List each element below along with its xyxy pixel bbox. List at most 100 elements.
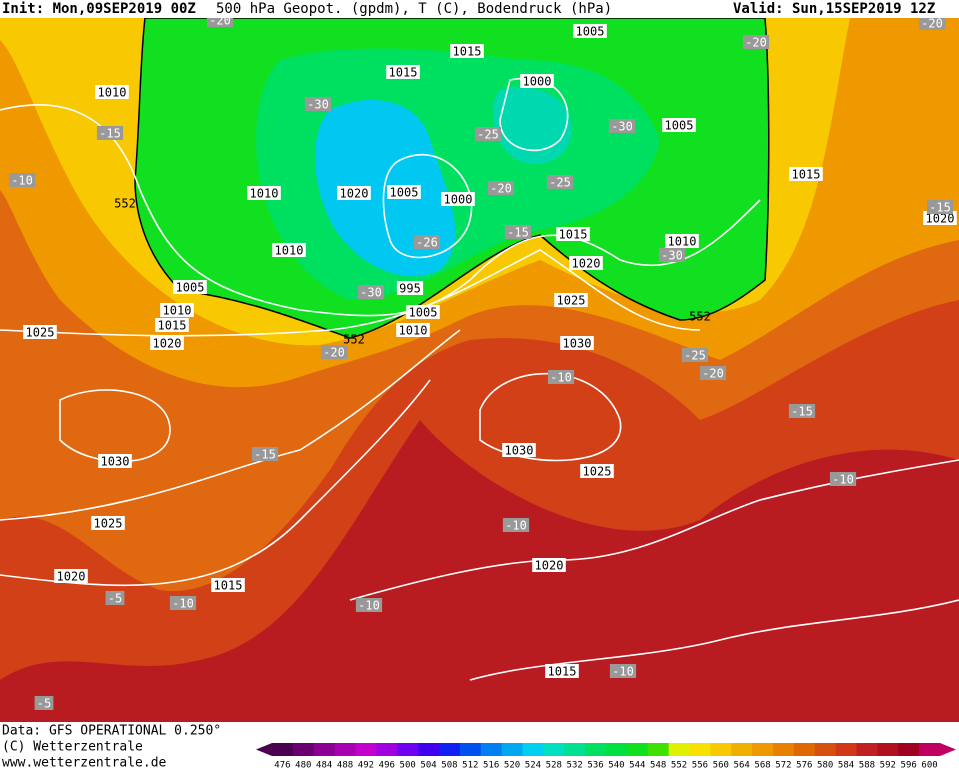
pressure-label-box: [150, 336, 184, 350]
scale-label: 584: [838, 761, 854, 770]
temperature-label: -30: [661, 249, 683, 263]
temperature-label-box: [413, 235, 441, 249]
pressure-label: 1005: [176, 281, 205, 295]
pressure-label: 1010: [399, 324, 428, 338]
scale-label: 592: [880, 761, 896, 770]
temperature-label: -26: [416, 236, 438, 250]
pressure-label: 1020: [340, 187, 369, 201]
pressure-label: 1025: [94, 517, 123, 531]
pressure-label: 1015: [214, 579, 243, 593]
scale-label: 512: [462, 761, 478, 770]
scale-swatch: [397, 743, 419, 756]
scale-swatch: [522, 743, 544, 756]
scale-label: 508: [441, 761, 457, 770]
pressure-label: 1010: [98, 86, 127, 100]
scale-swatch: [689, 743, 711, 756]
scale-swatch: [334, 743, 356, 756]
scale-label: 528: [546, 761, 562, 770]
pressure-label-box: [396, 323, 430, 337]
temperature-label-box: [609, 664, 637, 678]
temperature-label: -5: [37, 697, 51, 711]
temperature-label-box: [34, 696, 54, 710]
pressure-label-box: [580, 464, 614, 478]
pressure-label: 1025: [583, 465, 612, 479]
pressure-label: 1000: [444, 193, 473, 207]
pressure-label: 1020: [57, 570, 86, 584]
temperature-label-box: [699, 366, 727, 380]
scale-swatch: [898, 743, 920, 756]
pressure-label-box: [396, 281, 424, 295]
pressure-label: 1025: [26, 326, 55, 340]
temperature-label-box: [251, 447, 279, 461]
scale-label: 576: [796, 761, 812, 770]
header-bar: [0, 0, 959, 18]
pressure-label-box: [569, 256, 603, 270]
temperature-label: -15: [254, 448, 276, 462]
scale-label: 600: [921, 761, 937, 770]
scale-label: 520: [504, 761, 520, 770]
pressure-label: 1030: [101, 455, 130, 469]
temperature-label: -5: [108, 592, 122, 606]
pressure-label: 1005: [390, 186, 419, 200]
pressure-label-box: [554, 293, 588, 307]
pressure-label: 1030: [563, 337, 592, 351]
temperature-label-box: [829, 472, 857, 486]
scale-label: 552: [671, 761, 687, 770]
pressure-label: 1010: [250, 187, 279, 201]
pressure-label-box: [556, 227, 590, 241]
url: www.wetterzentrale.de: [2, 756, 167, 770]
scale-swatch: [710, 743, 732, 756]
scale-label: 572: [775, 761, 791, 770]
temperature-label-box: [547, 370, 575, 384]
pressure-label-box: [502, 443, 536, 457]
temperature-label: -15: [99, 127, 121, 141]
scale-label: 524: [525, 761, 541, 770]
temperature-label-box: [742, 35, 770, 49]
pressure-label: 1005: [665, 119, 694, 133]
temperature-label-box: [788, 404, 816, 418]
scale-swatch: [814, 743, 837, 756]
pressure-label-box: [211, 578, 245, 592]
temperature-label: -20: [921, 17, 943, 31]
valid-time: Valid: Sun,15SEP2019 12Z: [733, 1, 935, 17]
temperature-label-box: [502, 518, 530, 532]
scale-label: 484: [316, 761, 332, 770]
temperature-label: -20: [745, 36, 767, 50]
scale-label: 516: [483, 761, 499, 770]
scale-label: 588: [859, 761, 875, 770]
scale-swatch: [543, 743, 565, 756]
temperature-label: -25: [684, 349, 706, 363]
temperature-label: -30: [307, 98, 329, 112]
cold-core: [315, 100, 456, 277]
temperature-label: -10: [358, 599, 380, 613]
scale-swatch: [480, 743, 503, 756]
scale-label: 504: [420, 761, 436, 770]
scale-swatch: [752, 743, 774, 756]
scale-swatch: [856, 743, 878, 756]
pressure-label: 1010: [163, 304, 192, 318]
scale-label: 540: [608, 761, 624, 770]
pressure-label: 1015: [559, 228, 588, 242]
pressure-label-box: [272, 243, 306, 257]
scale-swatch: [606, 743, 628, 756]
temperature-label: -20: [490, 182, 512, 196]
scale-swatch: [313, 743, 336, 756]
temperature-label: -15: [791, 405, 813, 419]
scale-swatch: [418, 743, 440, 756]
scale-arrow-high: [940, 743, 956, 756]
temperature-label-box: [169, 596, 197, 610]
temperature-label: -20: [323, 346, 345, 360]
pressure-label-box: [247, 186, 281, 200]
pressure-label: 1020: [153, 337, 182, 351]
pressure-label-box: [95, 85, 129, 99]
temperature-label: -20: [702, 367, 724, 381]
pressure-label: 995: [399, 282, 421, 296]
pressure-label: 1005: [409, 306, 438, 320]
scale-swatch: [501, 743, 523, 756]
temperature-label: -15: [929, 201, 951, 215]
temperature-label: -25: [477, 128, 499, 142]
scale-swatch: [647, 743, 670, 756]
scale-label: 596: [901, 761, 917, 770]
